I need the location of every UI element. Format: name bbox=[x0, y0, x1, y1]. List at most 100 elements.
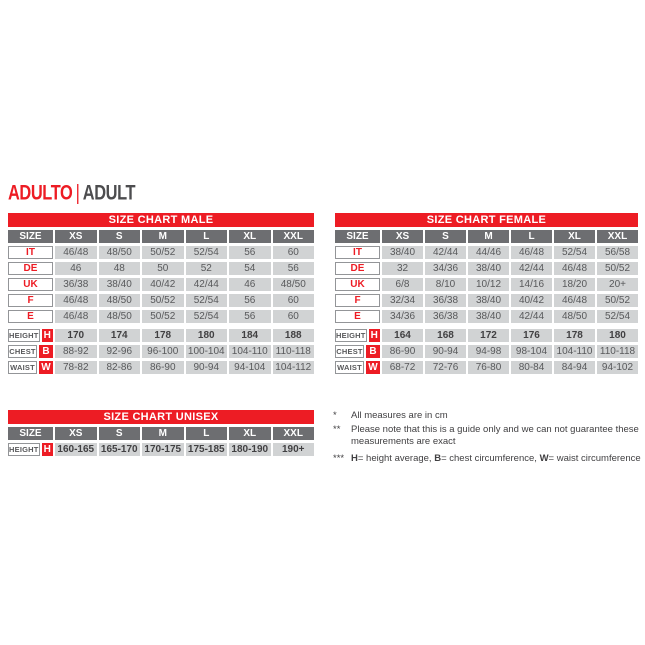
page-title-separator: | bbox=[75, 181, 80, 205]
size-value-cell: 40/42 bbox=[511, 294, 552, 307]
measure-value-cell: 170-175 bbox=[142, 443, 184, 456]
size-value-cell: 52/54 bbox=[185, 310, 227, 323]
country-label: E bbox=[8, 310, 53, 323]
measure-value-cell: 94-98 bbox=[468, 345, 509, 358]
size-value-cell: 56 bbox=[229, 246, 271, 259]
size-value-cell: 48/50 bbox=[98, 294, 140, 307]
column-header-cell: XS bbox=[55, 427, 97, 440]
size-value-cell: 56 bbox=[229, 294, 271, 307]
size-header-cell: SIZE bbox=[8, 230, 53, 243]
column-header-cell: XS bbox=[382, 230, 423, 243]
page-title-secondary: ADULT bbox=[82, 181, 136, 205]
footnote: * All measures are in cm bbox=[333, 410, 643, 423]
footnote-segment: Please note that this is a guide only an… bbox=[351, 423, 639, 448]
measure-value-cell: 180 bbox=[185, 329, 227, 342]
measure-value-cell: 86-90 bbox=[142, 361, 184, 374]
measure-label: HEIGHT H bbox=[335, 329, 380, 342]
size-value-cell: 36/38 bbox=[425, 310, 466, 323]
measure-value-cell: 100-104 bbox=[185, 345, 227, 358]
size-value-cell: 52/54 bbox=[554, 246, 595, 259]
measure-letter-badge: W bbox=[366, 361, 380, 374]
measure-value-cell: 104-110 bbox=[554, 345, 595, 358]
measure-value-cell: 180 bbox=[597, 329, 638, 342]
size-value-cell: 50/52 bbox=[142, 310, 184, 323]
size-value-cell: 10/12 bbox=[468, 278, 509, 291]
size-value-cell: 38/40 bbox=[382, 246, 423, 259]
size-value-cell: 56/58 bbox=[597, 246, 638, 259]
measure-value-cell: 90-94 bbox=[185, 361, 227, 374]
size-value-cell: 36/38 bbox=[55, 278, 97, 291]
footnote-segment: H bbox=[351, 452, 358, 464]
column-header-cell: S bbox=[98, 427, 140, 440]
size-value-cell: 56 bbox=[229, 310, 271, 323]
size-value-cell: 60 bbox=[272, 310, 314, 323]
column-header-cell: XS bbox=[55, 230, 97, 243]
measure-value-cell: 94-102 bbox=[597, 361, 638, 374]
size-value-cell: 6/8 bbox=[382, 278, 423, 291]
measure-label: CHEST B bbox=[335, 345, 380, 358]
table-title-bar: SIZE CHART UNISEX bbox=[8, 410, 314, 424]
footnote: *** H= height average, B= chest circumfer… bbox=[333, 453, 643, 466]
size-value-cell: 38/40 bbox=[468, 294, 509, 307]
measure-value-cell: 178 bbox=[142, 329, 184, 342]
size-value-cell: 46/48 bbox=[554, 294, 595, 307]
footnote-segment: W bbox=[539, 452, 549, 464]
measure-value-cell: 86-90 bbox=[382, 345, 423, 358]
measure-value-cell: 96-100 bbox=[142, 345, 184, 358]
size-value-cell: 40/42 bbox=[142, 278, 184, 291]
size-value-cell: 52/54 bbox=[597, 310, 638, 323]
measure-label: CHEST B bbox=[8, 345, 53, 358]
column-header-cell: XL bbox=[554, 230, 595, 243]
size-value-cell: 20+ bbox=[597, 278, 638, 291]
column-header-cell: M bbox=[468, 230, 509, 243]
size-value-cell: 52/54 bbox=[185, 294, 227, 307]
page-title: ADULTO | ADULT bbox=[8, 181, 135, 206]
size-value-cell: 54 bbox=[229, 262, 271, 275]
size-value-cell: 46/48 bbox=[55, 294, 97, 307]
measure-letter-badge: H bbox=[41, 329, 53, 342]
measure-value-cell: 175-185 bbox=[185, 443, 227, 456]
measure-value-cell: 188 bbox=[272, 329, 314, 342]
measure-value-cell: 184 bbox=[229, 329, 271, 342]
page-title-primary: ADULTO bbox=[8, 181, 73, 205]
size-value-cell: 46 bbox=[229, 278, 271, 291]
size-header-cell: SIZE bbox=[335, 230, 380, 243]
measure-label: WAIST W bbox=[335, 361, 380, 374]
measure-label-box: WAIST bbox=[335, 361, 364, 374]
measure-letter-badge: H bbox=[368, 329, 380, 342]
measure-label: HEIGHT H bbox=[8, 329, 53, 342]
footnote-marker: ** bbox=[333, 423, 341, 435]
column-header-cell: XXL bbox=[272, 230, 314, 243]
size-value-cell: 48/50 bbox=[272, 278, 314, 291]
measure-value-cell: 190+ bbox=[272, 443, 314, 456]
size-chart-female-table: SIZE CHART FEMALE SIZE XS S M L XL XXL IT 38/40 42… bbox=[335, 213, 638, 374]
size-header-cell: SIZE bbox=[8, 427, 53, 440]
measure-letter-badge: H bbox=[41, 443, 53, 456]
measure-value-cell: 82-86 bbox=[98, 361, 140, 374]
size-value-cell: 32 bbox=[382, 262, 423, 275]
measure-value-cell: 98-104 bbox=[511, 345, 552, 358]
measure-label-box: HEIGHT bbox=[335, 329, 367, 342]
measure-letter-badge: B bbox=[366, 345, 380, 358]
measure-letter-badge: B bbox=[39, 345, 53, 358]
size-value-cell: 50 bbox=[142, 262, 184, 275]
measure-value-cell: 68-72 bbox=[382, 361, 423, 374]
size-value-cell: 50/52 bbox=[142, 246, 184, 259]
size-value-cell: 50/52 bbox=[142, 294, 184, 307]
measure-value-cell: 110-118 bbox=[597, 345, 638, 358]
footnote: ** Please note that this is a guide only … bbox=[333, 424, 643, 449]
size-value-cell: 18/20 bbox=[554, 278, 595, 291]
column-header-cell: L bbox=[185, 427, 227, 440]
measure-label-box: HEIGHT bbox=[8, 329, 40, 342]
size-value-cell: 46/48 bbox=[511, 246, 552, 259]
country-label: E bbox=[335, 310, 380, 323]
footnote-segment: = chest circumference, bbox=[441, 452, 540, 464]
measure-value-cell: 170 bbox=[55, 329, 97, 342]
size-value-cell: 60 bbox=[272, 246, 314, 259]
country-label: UK bbox=[8, 278, 53, 291]
size-value-cell: 48/50 bbox=[98, 310, 140, 323]
size-value-cell: 56 bbox=[272, 262, 314, 275]
measure-value-cell: 104-110 bbox=[229, 345, 271, 358]
size-value-cell: 32/34 bbox=[382, 294, 423, 307]
